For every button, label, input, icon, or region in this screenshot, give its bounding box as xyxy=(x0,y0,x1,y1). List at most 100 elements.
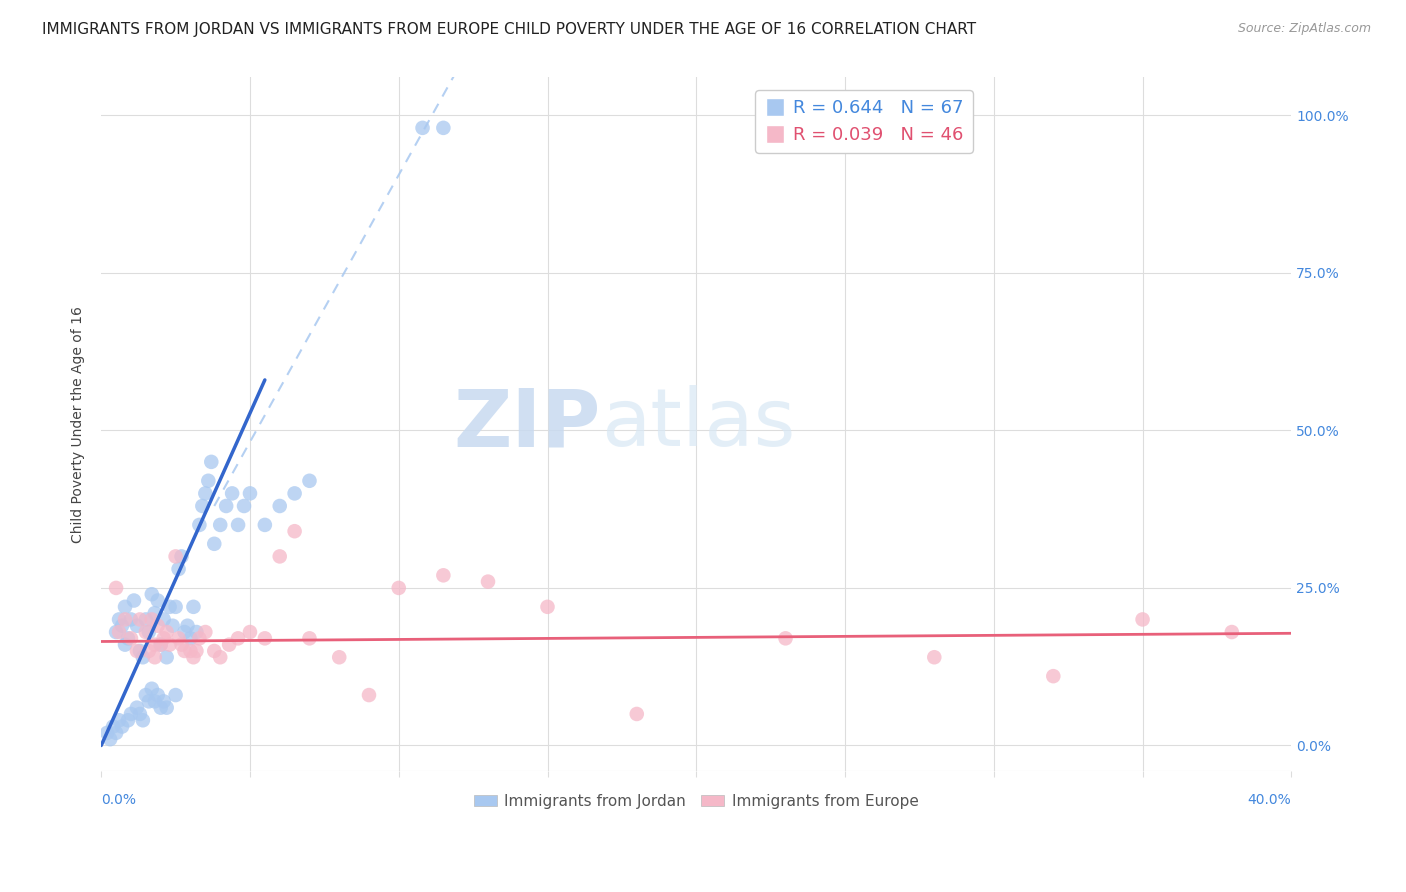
Point xyxy=(128,706,150,721)
Y-axis label: Child Poverty Under the Age of 16: Child Poverty Under the Age of 16 xyxy=(72,306,86,542)
Point xyxy=(194,486,217,500)
Point xyxy=(156,625,179,640)
Point xyxy=(138,644,160,658)
Point xyxy=(200,455,222,469)
Point xyxy=(176,618,198,632)
Text: ZIP: ZIP xyxy=(454,385,600,463)
Point xyxy=(221,486,243,500)
Point xyxy=(165,599,187,614)
Point xyxy=(146,688,169,702)
Point xyxy=(96,726,118,740)
Point xyxy=(143,650,166,665)
Text: 0.0%: 0.0% xyxy=(101,793,136,806)
Point xyxy=(132,713,155,727)
Point xyxy=(626,706,648,721)
Point xyxy=(298,632,321,646)
Point xyxy=(111,618,134,632)
Point xyxy=(114,638,136,652)
Point xyxy=(165,549,187,564)
Point xyxy=(138,625,160,640)
Point xyxy=(167,632,190,646)
Point xyxy=(328,650,350,665)
Point xyxy=(197,474,219,488)
Point xyxy=(239,486,262,500)
Point xyxy=(138,694,160,708)
Text: IMMIGRANTS FROM JORDAN VS IMMIGRANTS FROM EUROPE CHILD POVERTY UNDER THE AGE OF : IMMIGRANTS FROM JORDAN VS IMMIGRANTS FRO… xyxy=(42,22,976,37)
Point xyxy=(141,587,163,601)
Point xyxy=(239,625,262,640)
Point xyxy=(477,574,499,589)
Point xyxy=(146,593,169,607)
Point xyxy=(188,632,211,646)
Point xyxy=(132,650,155,665)
Point xyxy=(167,562,190,576)
Point xyxy=(105,581,128,595)
Point xyxy=(209,650,232,665)
Point xyxy=(105,625,128,640)
Point xyxy=(536,599,558,614)
Point xyxy=(135,612,157,626)
Point xyxy=(186,644,208,658)
Point xyxy=(775,632,797,646)
Point xyxy=(233,499,256,513)
Point xyxy=(432,120,454,135)
Point xyxy=(143,606,166,620)
Point xyxy=(183,599,205,614)
Point xyxy=(1042,669,1064,683)
Point xyxy=(170,549,193,564)
Point xyxy=(432,568,454,582)
Point xyxy=(152,612,174,626)
Point xyxy=(179,632,201,646)
Point xyxy=(125,644,148,658)
Point xyxy=(1220,625,1243,640)
Point xyxy=(114,612,136,626)
Text: Source: ZipAtlas.com: Source: ZipAtlas.com xyxy=(1237,22,1371,36)
Point xyxy=(253,517,276,532)
Point xyxy=(156,700,179,714)
Point xyxy=(135,625,157,640)
Point xyxy=(117,632,139,646)
Point xyxy=(120,706,142,721)
Point xyxy=(226,517,249,532)
Point xyxy=(253,632,276,646)
Point xyxy=(152,694,174,708)
Point xyxy=(215,499,238,513)
Point xyxy=(284,486,307,500)
Point xyxy=(179,644,201,658)
Point xyxy=(412,120,434,135)
Point xyxy=(269,499,291,513)
Point xyxy=(120,612,142,626)
Point xyxy=(202,644,225,658)
Point xyxy=(188,517,211,532)
Point xyxy=(156,650,179,665)
Point xyxy=(183,650,205,665)
Point xyxy=(135,688,157,702)
Point xyxy=(226,632,249,646)
Point xyxy=(284,524,307,539)
Point xyxy=(101,720,124,734)
Point xyxy=(125,618,148,632)
Point xyxy=(170,638,193,652)
Point xyxy=(128,612,150,626)
Point xyxy=(149,638,172,652)
Point xyxy=(141,612,163,626)
Point xyxy=(149,700,172,714)
Point xyxy=(114,599,136,614)
Point xyxy=(111,720,134,734)
Point xyxy=(269,549,291,564)
Point xyxy=(173,625,195,640)
Point xyxy=(191,499,214,513)
Point xyxy=(298,474,321,488)
Point xyxy=(98,732,121,747)
Point xyxy=(218,638,240,652)
Legend: Immigrants from Jordan, Immigrants from Europe: Immigrants from Jordan, Immigrants from … xyxy=(468,788,925,815)
Point xyxy=(159,599,181,614)
Point xyxy=(143,638,166,652)
Point xyxy=(149,638,172,652)
Point xyxy=(357,688,380,702)
Point xyxy=(186,625,208,640)
Point xyxy=(165,688,187,702)
Point xyxy=(108,713,131,727)
Point xyxy=(125,700,148,714)
Point xyxy=(152,632,174,646)
